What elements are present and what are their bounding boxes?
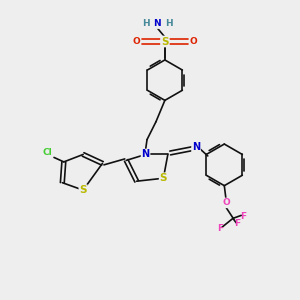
Text: S: S [80,185,87,195]
Text: F: F [235,219,241,228]
Text: N: N [142,149,150,160]
Text: N: N [192,142,200,152]
Text: S: S [161,37,169,46]
Text: H: H [142,19,149,28]
Text: O: O [189,37,197,46]
Text: O: O [133,37,140,46]
Text: H: H [166,19,173,28]
Text: N: N [154,19,161,28]
Text: Cl: Cl [43,148,52,158]
Text: F: F [240,212,246,221]
Text: F: F [218,224,224,233]
Text: O: O [223,198,230,207]
Text: S: S [160,173,167,183]
